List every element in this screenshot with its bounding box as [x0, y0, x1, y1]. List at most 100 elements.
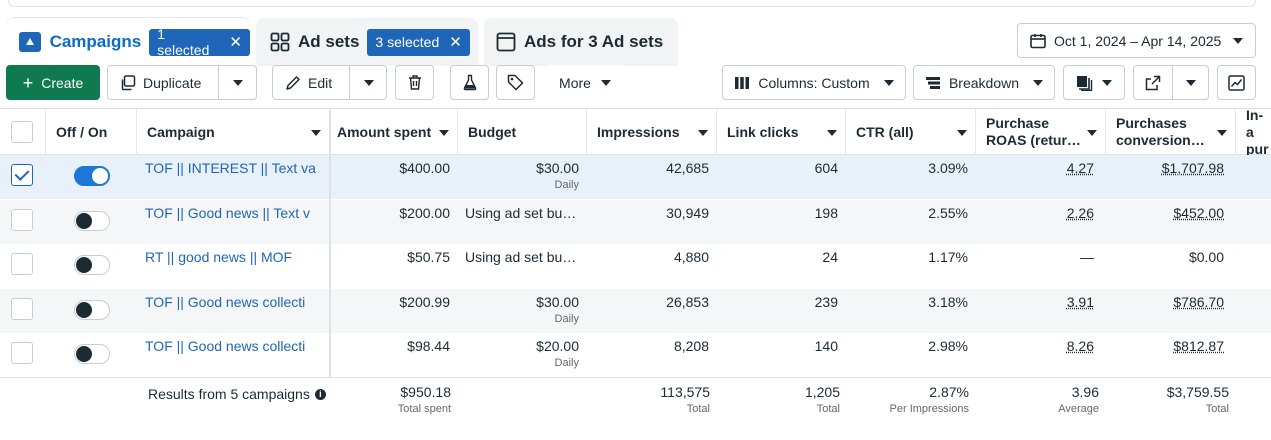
- header-inapp-line1: In-a: [1246, 109, 1264, 140]
- row-checkbox[interactable]: [11, 164, 33, 186]
- export-button[interactable]: [1133, 65, 1209, 100]
- edit-dropdown-icon[interactable]: [364, 80, 374, 86]
- purchases-conversion-cell[interactable]: $0.00: [1188, 249, 1224, 265]
- purchase-roas-cell[interactable]: 3.91: [1066, 293, 1094, 310]
- duplicate-dropdown-icon[interactable]: [233, 80, 243, 86]
- header-ctr-label: CTR (all): [856, 123, 914, 140]
- more-button[interactable]: More: [545, 65, 625, 100]
- tab-campaigns[interactable]: Campaigns 1 selected ✕: [6, 18, 250, 66]
- table-row[interactable]: TOF || Good news || Text v $200.00 Using a…: [0, 199, 1271, 244]
- charts-button[interactable]: [1217, 65, 1256, 100]
- header-impressions[interactable]: Impressions: [587, 109, 717, 155]
- chevron-down-icon: [1233, 37, 1243, 44]
- columns-button[interactable]: Columns: Custom: [722, 65, 906, 100]
- breakdown-button[interactable]: Breakdown: [913, 65, 1055, 100]
- total-impressions-caption: Total: [686, 403, 710, 415]
- campaign-name-link[interactable]: RT || good news || MOF: [145, 249, 293, 265]
- create-label: Create: [41, 74, 84, 91]
- campaign-toggle[interactable]: [74, 210, 110, 231]
- duplicate-split-divider: [218, 66, 219, 99]
- test-button[interactable]: [450, 65, 489, 100]
- header-in-app[interactable]: In-a pur: [1236, 109, 1271, 155]
- purchases-conversion-cell[interactable]: $452.00: [1173, 204, 1224, 221]
- totals-row: Results from 5 campaigns i $950.18 Total …: [0, 377, 1271, 440]
- header-roas-label: Purchase ROAS (retur…: [986, 115, 1081, 149]
- campaign-toggle[interactable]: [74, 255, 110, 275]
- header-off-on[interactable]: Off / On: [46, 109, 137, 155]
- duplicate-button[interactable]: Duplicate: [107, 65, 257, 100]
- header-purchases-conversion[interactable]: Purchases conversion…: [1106, 109, 1236, 155]
- table-header: Off / On Campaign Amount spent Budget Im…: [0, 108, 1271, 155]
- tab-ad-sets[interactable]: Ad sets 3 selected ✕: [256, 18, 478, 66]
- budget-value: $30.00: [536, 160, 579, 176]
- purchases-conversion-cell[interactable]: $812.87: [1173, 338, 1224, 354]
- amount-spent-cell: $98.44: [407, 338, 450, 354]
- table-row[interactable]: TOF || INTEREST || Text va $400.00 $30.00 D…: [0, 155, 1271, 199]
- campaigns-table: Off / On Campaign Amount spent Budget Im…: [0, 108, 1271, 440]
- row-checkbox[interactable]: [11, 208, 33, 231]
- toggle-knob: [76, 346, 92, 362]
- header-campaign[interactable]: Campaign: [137, 109, 330, 155]
- header-amount-spent[interactable]: Amount spent: [331, 109, 458, 155]
- total-roas: 3.96 Average: [1058, 384, 1099, 415]
- campaign-toggle[interactable]: [74, 344, 110, 364]
- sort-clicks-icon: [827, 130, 837, 136]
- plus-icon: +: [22, 72, 34, 93]
- ad-sets-selected-badge[interactable]: 3 selected ✕: [367, 28, 470, 56]
- campaign-toggle[interactable]: [74, 166, 110, 186]
- row-checkbox[interactable]: [11, 297, 33, 320]
- export-dropdown-icon[interactable]: [1186, 80, 1196, 86]
- table-row[interactable]: TOF || Good news collecti $98.44 $20.00 Dai…: [0, 333, 1271, 377]
- delete-button[interactable]: [395, 65, 434, 100]
- purchase-roas-cell[interactable]: 8.26: [1066, 338, 1094, 354]
- header-link-clicks[interactable]: Link clicks: [717, 109, 846, 155]
- clear-selection-icon[interactable]: ✕: [229, 34, 242, 51]
- header-roas-line2: ROAS (retur…: [986, 132, 1081, 148]
- row-checkbox[interactable]: [11, 342, 33, 364]
- export-icon: [1145, 75, 1161, 91]
- purchase-roas-cell[interactable]: 4.27: [1066, 160, 1094, 176]
- date-range-text: Oct 1, 2024 – Apr 14, 2025: [1054, 32, 1222, 49]
- breakdown-icon: [925, 76, 940, 89]
- purchase-roas-cell[interactable]: —: [1080, 249, 1094, 265]
- row-checkbox[interactable]: [11, 253, 33, 275]
- ads-icon: [496, 32, 516, 52]
- header-budget[interactable]: Budget: [458, 109, 587, 155]
- header-roas-line1: Purchase: [986, 115, 1050, 131]
- flask-icon: [463, 74, 476, 91]
- purchases-conversion-cell[interactable]: $786.70: [1173, 293, 1224, 310]
- campaign-name-link[interactable]: TOF || Good news collecti: [145, 293, 306, 310]
- header-amount-label: Amount spent: [337, 123, 432, 140]
- budget-value: $30.00: [536, 293, 579, 310]
- campaign-name-link[interactable]: TOF || Good news collecti: [145, 338, 306, 354]
- edit-button[interactable]: Edit: [272, 65, 387, 100]
- total-clicks-value: 1,205: [804, 384, 840, 400]
- tab-campaigns-label: Campaigns: [49, 32, 142, 51]
- table-row[interactable]: RT || good news || MOF $50.75 Using ad set…: [0, 244, 1271, 288]
- budget-value: $20.00: [536, 338, 579, 354]
- tab-ads[interactable]: Ads for 3 Ad sets: [484, 18, 678, 66]
- ctr-cell: 3.18%: [928, 293, 968, 310]
- campaigns-selected-badge[interactable]: 1 selected ✕: [149, 26, 250, 58]
- header-ctr[interactable]: CTR (all): [846, 109, 976, 155]
- total-link-clicks: 1,205 Total: [805, 384, 840, 415]
- tag-button[interactable]: [496, 65, 535, 100]
- totals-label-text: Results from 5 campaigns: [148, 386, 310, 402]
- date-range-picker[interactable]: Oct 1, 2024 – Apr 14, 2025: [1017, 23, 1256, 58]
- purchase-roas-cell[interactable]: 2.26: [1066, 204, 1094, 221]
- purchases-conversion-cell[interactable]: $1,707.98: [1161, 160, 1224, 176]
- reports-button[interactable]: [1063, 65, 1125, 100]
- budget-period: Daily: [554, 179, 579, 191]
- select-all-checkbox[interactable]: [11, 121, 33, 143]
- campaign-name-link[interactable]: TOF || INTEREST || Text va: [145, 160, 316, 176]
- clear-ad-sets-icon[interactable]: ✕: [449, 34, 462, 51]
- header-purchase-roas[interactable]: Purchase ROAS (retur…: [976, 109, 1106, 155]
- create-button[interactable]: + Create: [6, 65, 100, 100]
- campaign-toggle[interactable]: [74, 299, 110, 320]
- total-purchases-conversion: $3,759.55 Total: [1167, 384, 1229, 415]
- ctr-cell: 2.98%: [928, 338, 968, 354]
- toggle-knob: [76, 257, 92, 273]
- info-icon[interactable]: i: [314, 388, 326, 400]
- campaign-name-link[interactable]: TOF || Good news || Text v: [145, 204, 310, 221]
- table-row[interactable]: TOF || Good news collecti $200.99 $30.00 Da…: [0, 288, 1271, 333]
